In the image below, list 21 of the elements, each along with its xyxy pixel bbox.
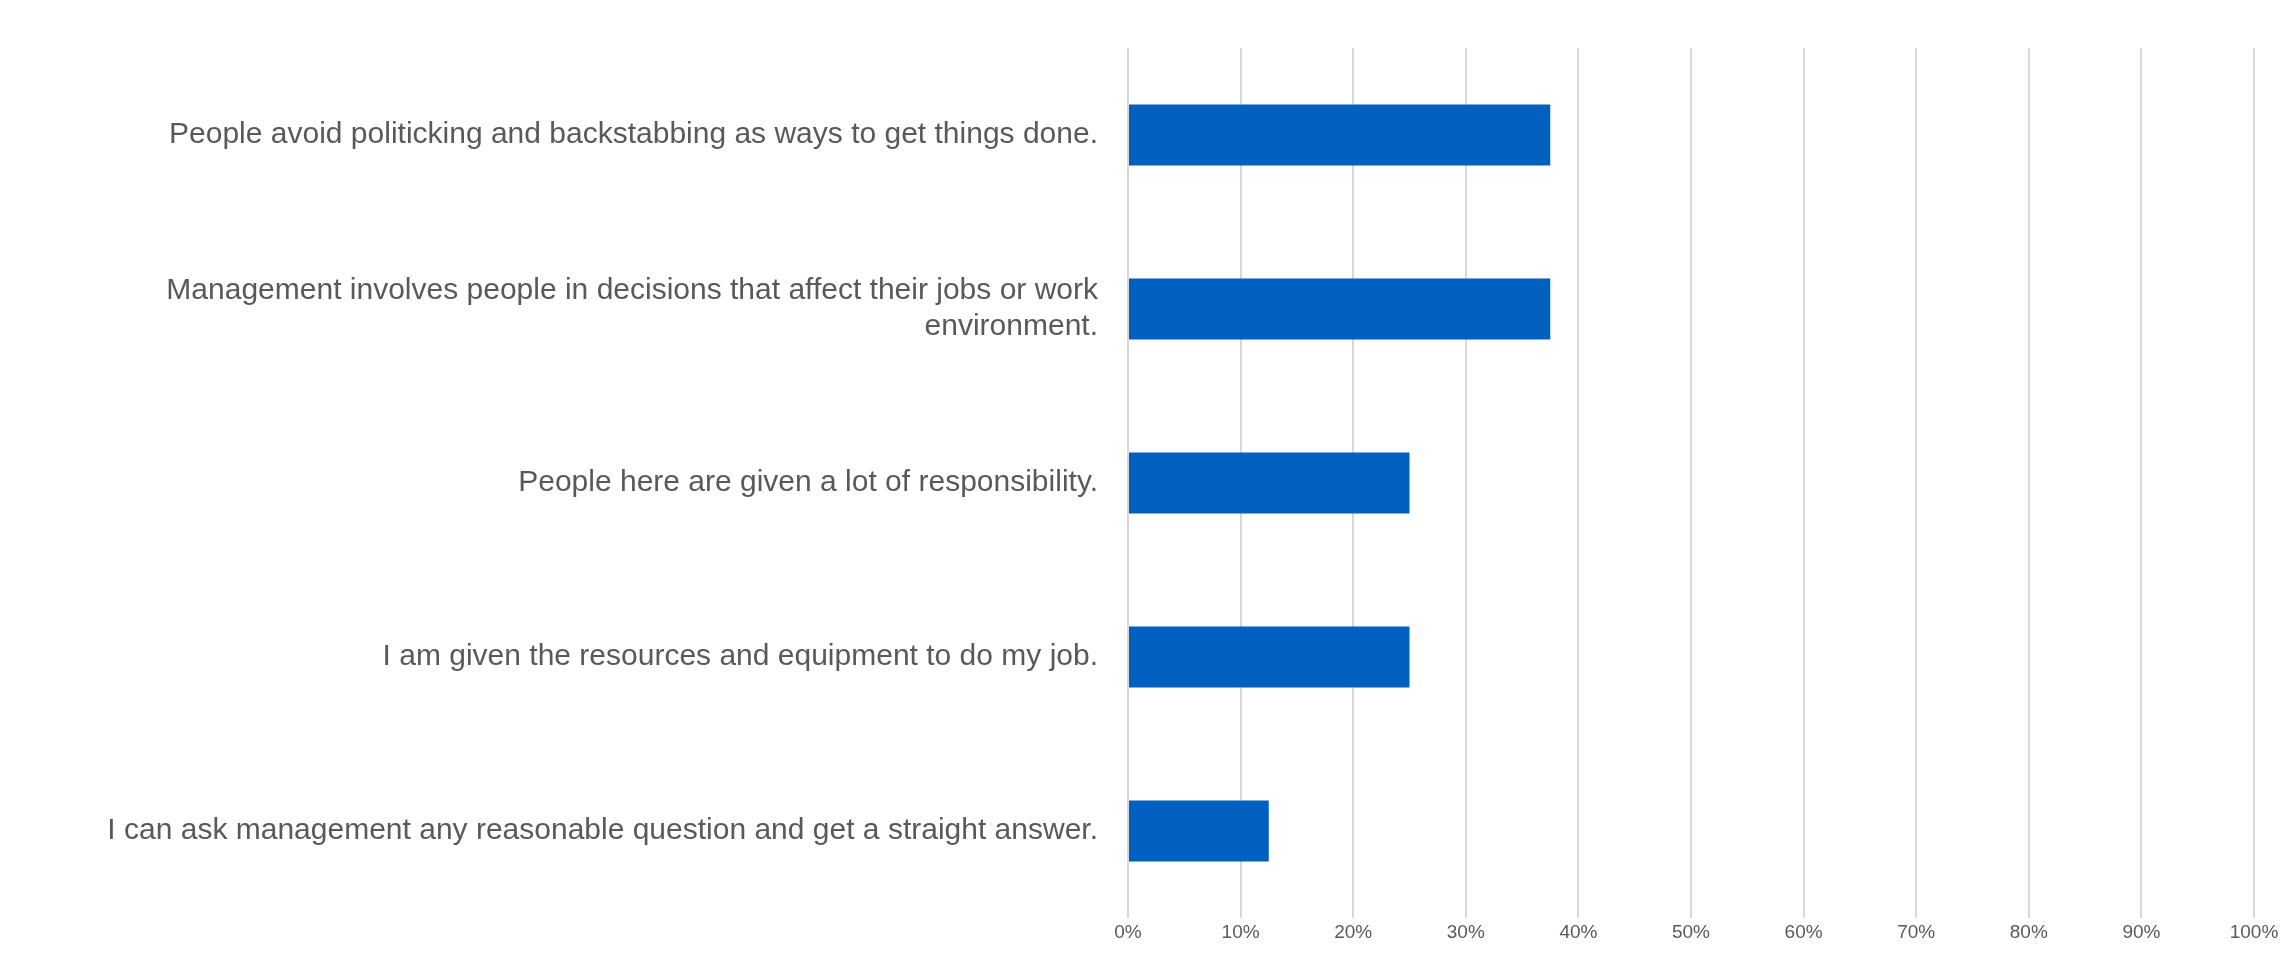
x-tick-label: 60%	[1784, 920, 1823, 942]
x-tick-label: 20%	[1334, 920, 1373, 942]
x-tick-label: 70%	[1897, 920, 1936, 942]
x-tick-label: 40%	[1559, 920, 1598, 942]
y-tick-label: People here are given a lot of responsibility.	[518, 464, 1098, 498]
y-tick-label: People avoid politicking and backstabbing as ways to get things done.	[169, 116, 1098, 150]
x-tick-label: 100%	[2229, 920, 2279, 942]
bar	[1129, 104, 1551, 166]
bar	[1129, 452, 1410, 514]
bar	[1129, 278, 1551, 340]
y-tick-label: I can ask management any reasonable question and get a straight answer.	[107, 812, 1098, 846]
y-tick-label: Management involves people in decisions that affect their jobs or work environment.	[166, 272, 1099, 342]
x-tick-label: 50%	[1671, 920, 1711, 942]
bar	[1129, 800, 1269, 862]
x-tick-label: 30%	[1446, 920, 1485, 942]
x-tick-label: 0%	[1114, 920, 1142, 942]
y-tick-label: I am given the resources and equipment to do my job.	[382, 638, 1098, 672]
x-tick-label: 10%	[1221, 920, 1260, 942]
x-tick-label: 80%	[2009, 920, 2048, 942]
x-tick-label: 90%	[2122, 920, 2161, 942]
bar	[1129, 626, 1410, 688]
